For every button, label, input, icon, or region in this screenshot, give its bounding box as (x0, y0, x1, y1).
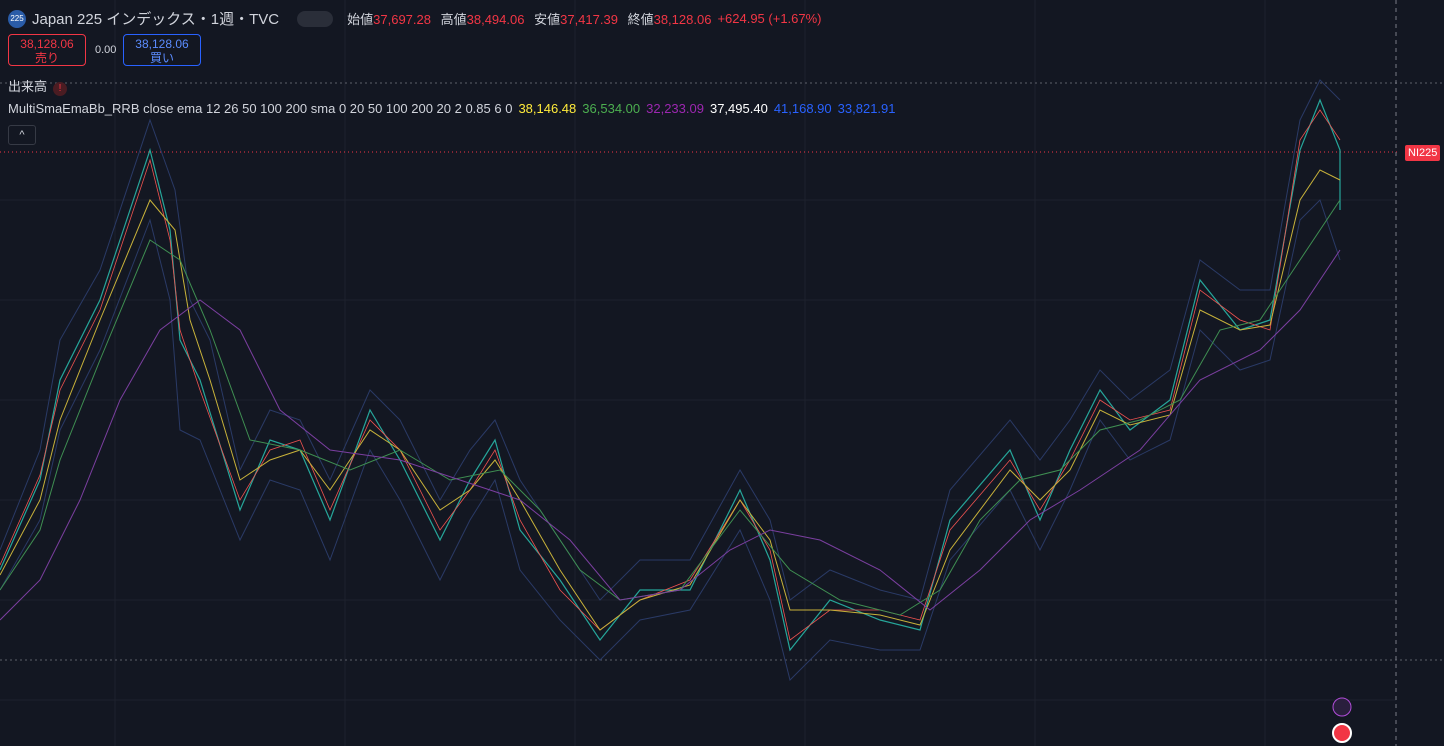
ema-line (0, 169, 1341, 631)
symbol-badge: 225 (8, 9, 26, 28)
toggle[interactable] (297, 10, 334, 27)
indicator-value: 33,821.91 (837, 101, 896, 116)
collapse-button[interactable]: ^ (8, 125, 36, 145)
ohlc-value: 37,417.39 (560, 12, 618, 27)
indicator-value: 37,495.40 (709, 101, 768, 116)
ohlc-label: 安値 (534, 12, 561, 27)
indicator-value: 41,168.90 (773, 101, 832, 116)
price-tag: NI225 (1405, 145, 1441, 161)
change: +624.95 (+1.67%) (717, 11, 822, 26)
warning-icon[interactable]: ! (53, 82, 68, 96)
grid (0, 0, 1396, 746)
indicator-name: MultiSmaEmaBb_RRB close ema 12 26 50 100… (8, 101, 513, 116)
ohlc-value: 37,697.28 (373, 12, 431, 27)
ohlc-value: 38,494.06 (466, 12, 525, 27)
ohlc-label: 高値 (440, 12, 467, 27)
spread: 0.00 (95, 44, 117, 56)
price-line (0, 98, 1341, 652)
buy-price: 38,128.06 (135, 37, 189, 51)
buy-button[interactable]: 38,128.06 買い (123, 34, 201, 66)
bollinger-lower (0, 199, 1341, 681)
indicator-value: 32,233.09 (646, 101, 704, 116)
ohlc-label: 終値 (627, 12, 654, 27)
bollinger-upper (0, 79, 1341, 601)
sell-price: 38,128.06 (20, 37, 74, 51)
ohlc-label: 始値 (347, 12, 374, 27)
indicator-legend: MultiSmaEmaBb_RRB close ema 12 26 50 100… (8, 101, 896, 116)
ohlc-value: 38,128.06 (653, 12, 712, 27)
header: 225 Japan 225 インデックス・1週・TVC 始値37,697.28 … (8, 8, 822, 29)
symbol-title[interactable]: Japan 225 インデックス・1週・TVC (32, 11, 280, 28)
record-icon[interactable] (1332, 723, 1352, 743)
ema-line (0, 199, 1341, 616)
indicator-value: 38,146.48 (518, 101, 577, 116)
buy-label: 買い (149, 51, 174, 65)
ohlc: 始値37,697.28 高値38,494.06 安値37,417.39 終値38… (347, 9, 717, 28)
sell-label: 売り (34, 51, 59, 65)
sell-button[interactable]: 38,128.06 売り (8, 34, 86, 66)
volume-legend: 出来高! (8, 76, 68, 96)
alert-icon[interactable] (1332, 697, 1352, 717)
indicator-value: 36,534.00 (582, 101, 641, 116)
volume-label: 出来高 (8, 79, 48, 94)
ema-line (0, 249, 1341, 621)
